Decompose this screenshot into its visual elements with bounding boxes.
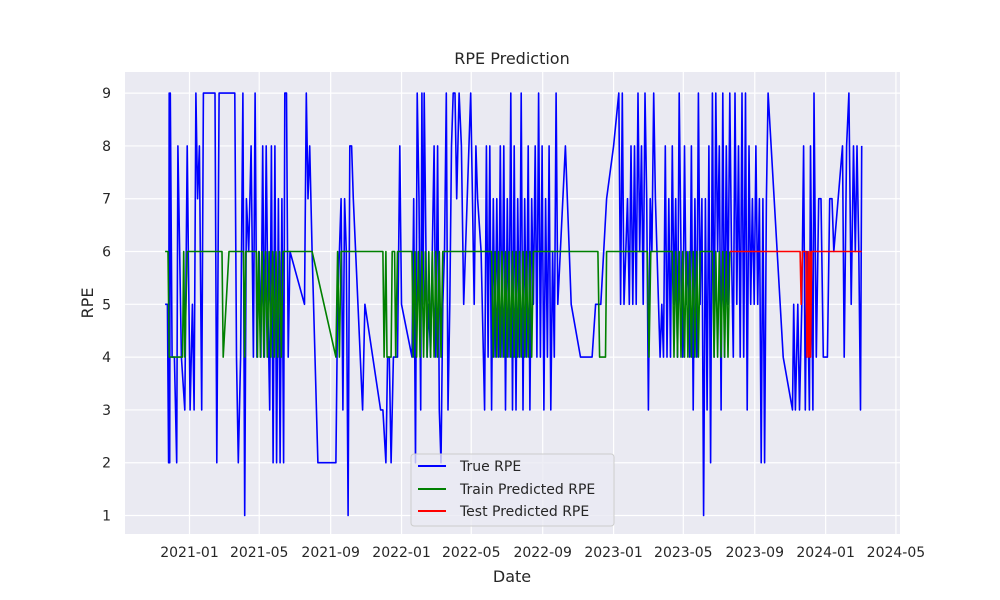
- chart-title: RPE Prediction: [454, 49, 569, 68]
- x-axis-label: Date: [493, 567, 531, 586]
- y-tick-label: 5: [102, 297, 111, 313]
- legend-label-train: Train Predicted RPE: [459, 482, 595, 498]
- y-tick-label: 7: [102, 192, 111, 208]
- x-tick-label: 2024-05: [867, 545, 926, 561]
- legend-box: [410, 453, 615, 527]
- legend-label-test: Test Predicted RPE: [459, 504, 589, 520]
- y-tick-label: 2: [102, 456, 111, 472]
- x-tick-label: 2021-05: [230, 545, 289, 561]
- series-layer: [165, 92, 863, 517]
- x-tick-label: 2023-01: [584, 545, 643, 561]
- x-tick-label: 2023-09: [726, 545, 785, 561]
- y-tick-label: 3: [102, 403, 111, 419]
- x-tick-label: 2023-05: [654, 545, 713, 561]
- train-predicted-rpe-line: [165, 250, 731, 358]
- x-tick-label: 2024-01: [796, 545, 855, 561]
- x-tick-label: 2022-05: [442, 545, 501, 561]
- y-axis-label: RPE: [78, 288, 97, 319]
- tick-labels: 2021-01 2021-05 2021-09 2022-01 2022-05 2022-…: [102, 86, 925, 561]
- test-predicted-rpe-line: [729, 250, 862, 358]
- legend: True RPE Train Predicted RPE Test Predic…: [410, 453, 615, 527]
- x-tick-label: 2021-01: [160, 545, 219, 561]
- y-tick-label: 6: [102, 245, 111, 261]
- y-tick-label: 9: [102, 86, 111, 102]
- y-tick-label: 4: [102, 350, 111, 366]
- y-tick-label: 8: [102, 139, 111, 155]
- x-tick-label: 2022-09: [513, 545, 572, 561]
- x-tick-label: 2021-09: [301, 545, 360, 561]
- x-tick-label: 2022-01: [372, 545, 431, 561]
- y-tick-label: 1: [102, 509, 111, 525]
- legend-label-true: True RPE: [459, 459, 521, 475]
